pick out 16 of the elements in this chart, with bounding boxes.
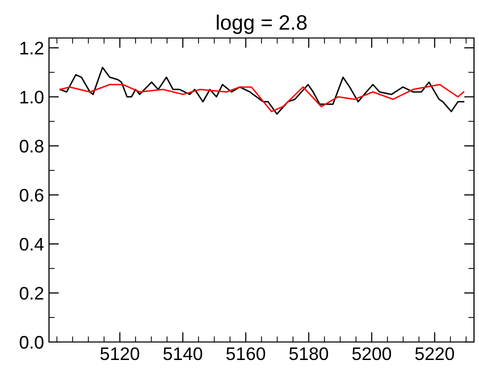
y-tick-label: 0.6 <box>20 188 44 202</box>
y-tick-label: 1.2 <box>20 42 44 54</box>
x-tick-label: 5200 <box>352 347 392 360</box>
x-tick-label: 5180 <box>289 347 328 360</box>
y-tick-label: 1.0 <box>20 90 44 104</box>
x-tick-label: 5140 <box>163 347 202 360</box>
y-tick-label: 0.0 <box>20 336 44 349</box>
chart-title: logg = 2.8 <box>216 14 307 34</box>
line-series <box>59 66 464 115</box>
x-tick-label: 5160 <box>226 347 266 360</box>
x-tick-label: 5220 <box>415 347 454 360</box>
y-tick-label: 0.4 <box>20 238 44 251</box>
line-series <box>59 84 464 112</box>
y-tick-label: 0.2 <box>20 286 44 300</box>
y-tick-label: 0.8 <box>20 140 44 153</box>
x-tick-label: 5120 <box>100 347 140 360</box>
